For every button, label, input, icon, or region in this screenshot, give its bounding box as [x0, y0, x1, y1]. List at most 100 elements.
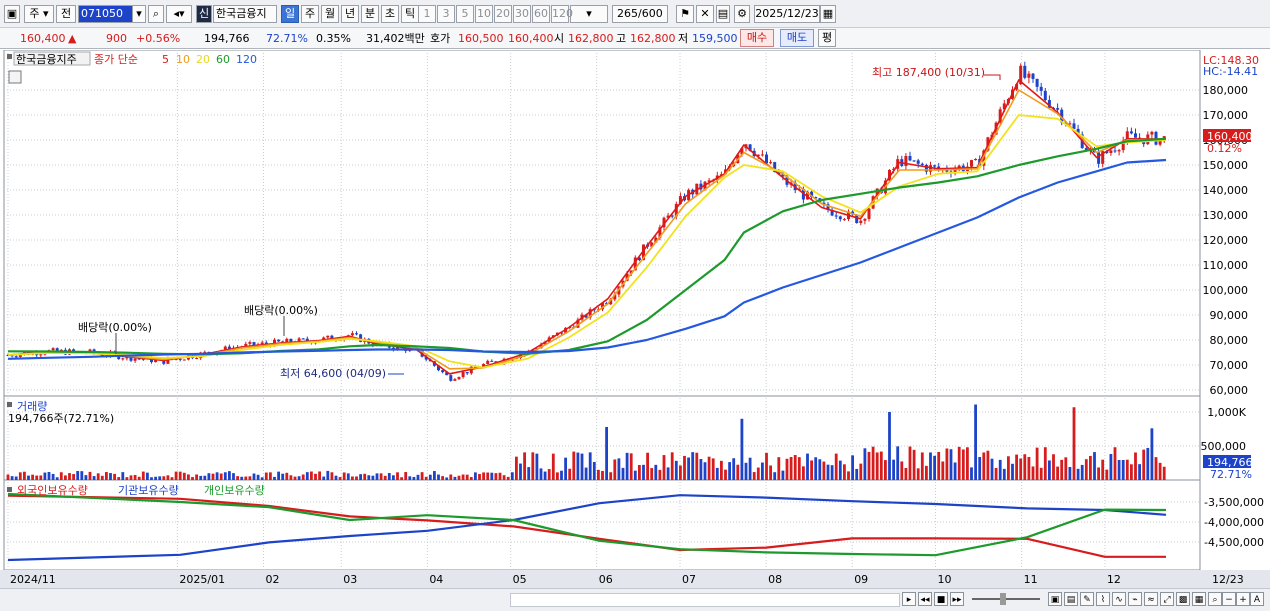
tool-icon-2[interactable]: ▤ [1064, 592, 1078, 606]
volume-bar [830, 465, 834, 480]
save-icon[interactable]: ▤ [716, 5, 730, 23]
stop-icon[interactable]: ■ [934, 592, 948, 606]
volume-bar [1064, 457, 1068, 480]
candle-body [756, 154, 760, 157]
volume-bar [109, 473, 112, 480]
volume-bar [896, 446, 900, 480]
interval-button-5[interactable]: 5 [456, 5, 474, 23]
period-type-select[interactable]: 주 ▾ [24, 5, 54, 23]
candle-body [1056, 108, 1060, 110]
volume-bar [113, 473, 116, 480]
count-field[interactable]: 265/600 [612, 5, 668, 23]
zoom-out-icon[interactable]: − [1222, 592, 1236, 606]
holding-menu-icon[interactable] [7, 487, 12, 492]
cross-icon[interactable]: ✕ [696, 5, 714, 23]
volume-bar [293, 476, 297, 480]
interval-button-120[interactable]: 120 [551, 5, 573, 23]
rewind-icon[interactable]: ◂◂ [918, 592, 932, 606]
tool-icon-7[interactable]: ≈ [1144, 592, 1158, 606]
tool-icon-4[interactable]: ⌇ [1096, 592, 1110, 606]
period-button-3[interactable]: 년 [341, 5, 359, 23]
scroll-right-icon[interactable]: ▸ [902, 592, 916, 606]
gear-icon[interactable]: ⚙ [734, 5, 750, 23]
volume-bar [351, 476, 354, 480]
candle-body [834, 215, 838, 217]
volume-bar [301, 474, 305, 480]
volume-bar [937, 451, 941, 480]
interval-button-3[interactable]: 3 [437, 5, 455, 23]
volume-bar [121, 472, 125, 480]
interval-button-60[interactable]: 60 [532, 5, 550, 23]
calendar-icon[interactable]: ▦ [820, 5, 836, 23]
candle-body [629, 270, 633, 274]
chart-type-icon[interactable]: ⚑ [676, 5, 694, 23]
zoom-slider-handle[interactable] [1000, 593, 1006, 605]
tool-icon-9[interactable]: ▩ [1176, 592, 1190, 606]
volume-bar [699, 459, 703, 480]
compare-button[interactable]: 전 [56, 5, 76, 23]
interval-button-30[interactable]: 30 [513, 5, 531, 23]
stock-name-field[interactable]: 한국금융지 [213, 5, 277, 23]
holding-title-foreign: 외국인보유수량 [17, 484, 88, 497]
volume-bar [1154, 457, 1158, 480]
volume-bar [1031, 466, 1035, 480]
tool-icon-10[interactable]: ▦ [1192, 592, 1206, 606]
code-dropdown-icon[interactable]: ▾ [132, 5, 146, 23]
volume-bar [838, 460, 842, 480]
layout-icon[interactable]: ▣ [4, 5, 20, 23]
period-button-5[interactable]: 초 [381, 5, 399, 23]
search-icon[interactable]: ⌕ [148, 5, 164, 23]
tool-icon-6[interactable]: ⌁ [1128, 592, 1142, 606]
candle-body [350, 333, 354, 336]
volume-bar [76, 471, 80, 480]
interval-button-20[interactable]: 20 [494, 5, 512, 23]
date-field[interactable]: 2025/12/23 [754, 5, 820, 23]
volume-menu-icon[interactable] [7, 402, 12, 407]
stock-code-input[interactable]: 071050 [78, 5, 146, 23]
y-axis-labels: 60,000 70,000 80,000 90,000 100,000 110,000 12… [1201, 84, 1265, 549]
sell-button[interactable]: 매도 [780, 29, 814, 47]
period-button-2[interactable]: 월 [321, 5, 339, 23]
candle-body [326, 335, 330, 338]
period-button-4[interactable]: 분 [361, 5, 379, 23]
font-size-icon[interactable]: A [1250, 592, 1264, 606]
volume-bar [330, 472, 334, 480]
period-button-0[interactable]: 일 [281, 5, 299, 23]
count-dropdown[interactable]: ▾ [570, 5, 608, 23]
volume-tag [1203, 455, 1251, 468]
volume-bar [970, 467, 973, 480]
volume-bar [957, 446, 961, 480]
candle-body [670, 215, 674, 217]
calculator-icon[interactable] [8, 70, 22, 84]
candle-body [625, 273, 629, 281]
volume-bar [998, 459, 1002, 480]
candle-body [441, 370, 445, 373]
tool-icon-1[interactable]: ▣ [1048, 592, 1062, 606]
interval-button-1[interactable]: 1 [418, 5, 436, 23]
period-button-1[interactable]: 주 [301, 5, 319, 23]
volume-bar [55, 477, 59, 480]
interval-button-10[interactable]: 10 [475, 5, 493, 23]
scroll-track[interactable] [510, 593, 900, 607]
volume-bar [978, 457, 982, 480]
tool-icon-3[interactable]: ✎ [1080, 592, 1094, 606]
volume-bar [687, 457, 690, 480]
tool-icon-5[interactable]: ∿ [1112, 592, 1126, 606]
speaker-icon[interactable]: ◂▾ [166, 5, 192, 23]
period-button-6[interactable]: 틱 [401, 5, 419, 23]
volume-bar [851, 455, 854, 480]
zoom-in-icon[interactable]: + [1236, 592, 1250, 606]
zoom-search-icon[interactable]: ⌕ [1208, 592, 1222, 606]
volume-bar [248, 476, 252, 480]
volume-bar [232, 473, 235, 480]
volume-bar [789, 457, 793, 480]
zoom-slider[interactable] [972, 598, 1040, 600]
tool-icon-8[interactable]: ⤢ [1160, 592, 1174, 606]
candle-body [892, 168, 896, 170]
panel-menu-icon[interactable] [7, 54, 12, 59]
buy-button[interactable]: 매수 [740, 29, 774, 47]
stock-chart[interactable]: 60,000 70,000 80,000 90,000 100,000 110,000 12… [0, 50, 1270, 588]
fast-forward-icon[interactable]: ▸▸ [950, 592, 964, 606]
eval-button[interactable]: 평 [818, 29, 836, 47]
volume-bar [519, 463, 522, 480]
